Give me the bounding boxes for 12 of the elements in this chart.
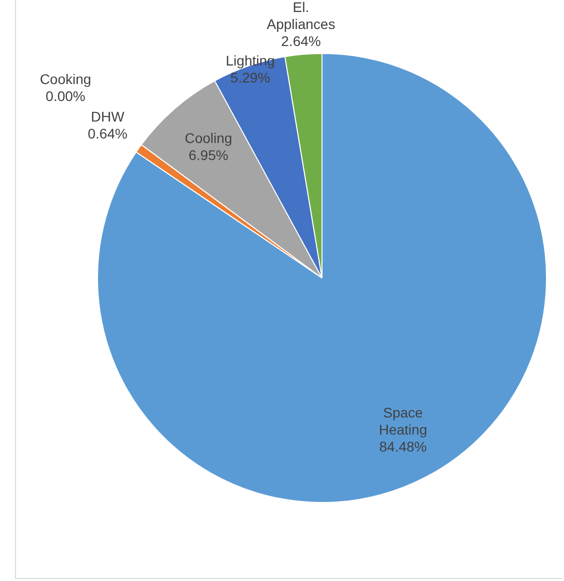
slice-label: El. Appliances [266,0,336,32]
data-label: 5.29% [230,69,270,86]
data-label: 2.64% [281,33,321,50]
slice-label: Lighting [226,52,275,68]
data-label: 0.64% [88,126,128,142]
slice-label: Cooling [184,130,232,146]
text: 0.00% [46,88,86,104]
slice-label: Space Heating [378,404,428,438]
category-label: Cooking [40,71,92,88]
data-label: 84.48% [379,438,427,455]
slice-label: DHW [90,108,126,125]
data-label: 6.95% [188,147,228,164]
